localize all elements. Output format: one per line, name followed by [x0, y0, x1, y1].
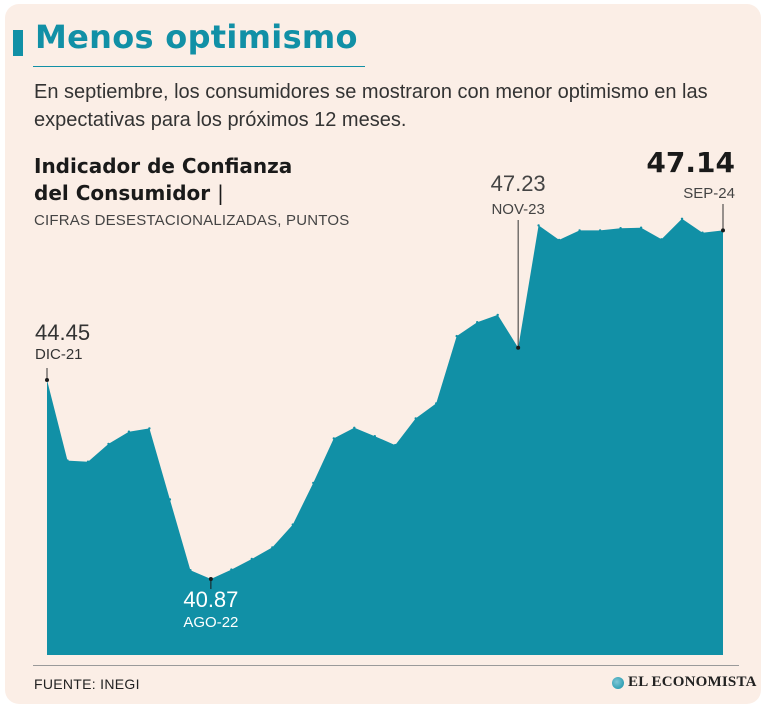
data-point-dic-22	[291, 523, 294, 526]
annotation-value-nov-23: 47.23	[491, 171, 546, 196]
data-point-oct-23	[496, 313, 499, 317]
data-point-ago-23	[455, 334, 458, 338]
data-point-ago-24	[701, 231, 704, 234]
annotation-label-nov-23: NOV-23	[491, 201, 544, 218]
data-point-jul-23	[435, 402, 438, 405]
brand-name: EL ECONOMISTA	[628, 674, 757, 690]
data-point-ene-24	[557, 238, 561, 242]
source-note: FUENTE: INEGI	[34, 676, 140, 692]
annotation-value-dic-21: 44.45	[35, 320, 90, 345]
data-point-abr-24	[619, 227, 622, 230]
data-point-oct-22	[250, 557, 253, 561]
data-point-may-22	[148, 427, 151, 430]
data-point-ene-23	[312, 481, 315, 485]
indicator-title: Indicador de Confianza del Consumidor |	[34, 153, 354, 207]
data-point-jul-22	[189, 569, 192, 572]
indicator-units: CIFRAS DESESTACIONALIZADAS, PUNTOS	[34, 212, 350, 229]
brand-globe-icon	[612, 676, 624, 689]
annotation-label-ago-22: AGO-22	[183, 614, 238, 631]
annotation-dot-nov-23	[516, 345, 521, 350]
data-point-dic-23	[537, 224, 540, 227]
annotation-dot-ago-22	[208, 577, 213, 582]
annotation-dot-dic-21	[45, 378, 49, 382]
annotation-value-ago-22: 40.87	[183, 587, 238, 612]
annotation-label-dic-21: DIC-21	[35, 346, 83, 363]
annotation-label-sep-24: SEP-24	[683, 185, 735, 202]
data-point-sep-23	[476, 321, 479, 324]
data-point-feb-24	[578, 229, 581, 232]
annotation-value-sep-24: 47.14	[646, 146, 735, 179]
indicator-title-line2: del Consumidor	[34, 181, 211, 205]
title-underline	[33, 66, 365, 67]
data-point-abr-22	[127, 430, 131, 433]
data-point-mar-22	[107, 442, 110, 446]
data-point-mar-24	[598, 229, 602, 232]
data-point-may-23	[394, 443, 397, 447]
indicator-title-line1: Indicador de Confianza	[34, 154, 293, 178]
title-accent-bar	[13, 30, 23, 56]
data-point-nov-22	[271, 546, 274, 549]
data-point-mar-23	[353, 426, 356, 429]
brand-logo: EL ECONOMISTA	[612, 674, 757, 691]
annotation-dot-sep-24	[721, 228, 725, 233]
area-series-confianza	[47, 218, 723, 656]
data-point-sep-22	[230, 568, 233, 571]
data-point-ene-22	[66, 459, 69, 462]
data-point-may-24	[639, 226, 643, 229]
data-point-jun-23	[414, 417, 417, 420]
data-point-jul-24	[680, 217, 684, 220]
data-point-feb-23	[332, 437, 335, 440]
data-point-feb-22	[86, 460, 90, 463]
data-point-jun-22	[168, 498, 172, 501]
subtitle: En septiembre, los consumidores se mostr…	[34, 81, 708, 131]
page-title: Menos optimismo	[35, 18, 358, 56]
data-point-jun-24	[660, 238, 663, 241]
indicator-separator: |	[217, 181, 224, 205]
footer-divider	[33, 665, 739, 666]
data-point-abr-23	[373, 435, 376, 438]
